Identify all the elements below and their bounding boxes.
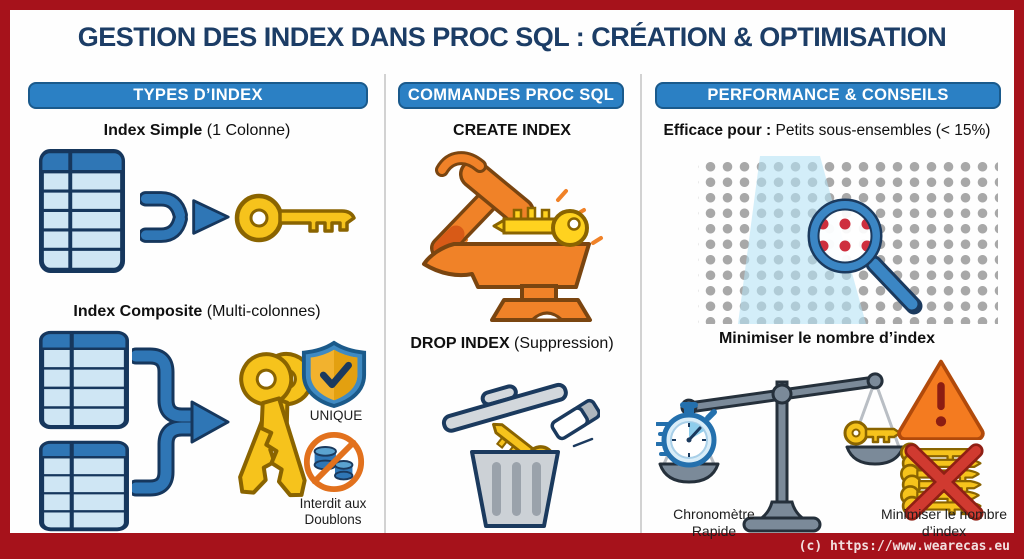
balance-scale-icon [656, 354, 906, 536]
heading-drop-index-rest: (Suppression) [509, 335, 614, 352]
col3-header-label: PERFORMANCE & CONSEILS [707, 86, 949, 104]
heading-index-simple: Index Simple (1 Colonne) [20, 122, 374, 140]
no-duplicates-label: Interdit aux Doublons [299, 496, 367, 527]
stopwatch-icon [656, 402, 717, 468]
heading-drop-index: DROP INDEX (Suppression) [394, 335, 630, 353]
trash-key-eraser-icon [428, 360, 600, 532]
heading-index-composite: Index Composite (Multi-colonnes) [20, 303, 374, 321]
copyright: (c) https://www.wearecas.eu [798, 539, 1010, 554]
caption-chronometre: Chronomètre Rapide [673, 506, 755, 539]
light-beam [738, 156, 866, 324]
table-icon [38, 148, 126, 274]
heading-efficace-pour: Efficace pour : Petits sous-ensembles (<… [650, 122, 1004, 140]
heading-index-composite-rest: (Multi-colonnes) [202, 303, 321, 320]
gold-key-icon [232, 190, 358, 246]
page-title: GESTION DES INDEX DANS PROC SQL : CRÉATI… [77, 22, 947, 52]
heading-index-composite-bold: Index Composite [73, 303, 203, 320]
no-duplicates-icon [302, 430, 366, 494]
heading-create-index: CREATE INDEX [394, 122, 630, 140]
hammer-anvil-key-icon [408, 148, 616, 326]
heading-drop-index-bold: DROP INDEX [410, 335, 510, 352]
heading-minimiser: Minimiser le nombre d’index [650, 330, 1004, 348]
col1-header-types-index: TYPES D’INDEX [28, 82, 368, 109]
col3-header-performance: PERFORMANCE & CONSEILS [655, 82, 1001, 109]
warning-triangle-icon [892, 356, 990, 440]
infographic-canvas: GESTION DES INDEX DANS PROC SQL : CRÉATI… [10, 10, 1014, 539]
caption-minimiser: Minimiser le nombre d’index [880, 506, 1008, 539]
heading-minimiser-bold: Minimiser le nombre d’index [718, 330, 936, 347]
col2-header-commandes: COMMANDES PROC SQL [398, 82, 624, 109]
heading-efficace-bold: Efficace pour : [663, 122, 772, 139]
crossed-keys-icon [216, 340, 340, 528]
dot-grid-magnifier-icon [698, 156, 998, 324]
heading-index-simple-rest: (1 Colonne) [202, 122, 291, 139]
unique-badge-label: UNIQUE [309, 408, 363, 423]
curved-merge-arrow-icon [132, 342, 232, 502]
merge-arrow-icon [140, 188, 232, 246]
column-divider-2 [640, 74, 642, 533]
crossed-out-keys-icon [888, 442, 1000, 522]
table-lower-icon [38, 440, 130, 532]
heading-create-index-bold: CREATE INDEX [453, 122, 571, 139]
heading-index-simple-bold: Index Simple [103, 122, 203, 139]
shield-check-icon [298, 340, 370, 408]
key-on-scale-icon [843, 420, 902, 446]
col1-header-label: TYPES D’INDEX [133, 86, 263, 104]
heading-efficace-rest: Petits sous-ensembles (< 15%) [771, 122, 991, 139]
column-divider-1 [384, 74, 386, 533]
table-upper-icon [38, 330, 130, 430]
col2-header-label: COMMANDES PROC SQL [407, 86, 615, 104]
